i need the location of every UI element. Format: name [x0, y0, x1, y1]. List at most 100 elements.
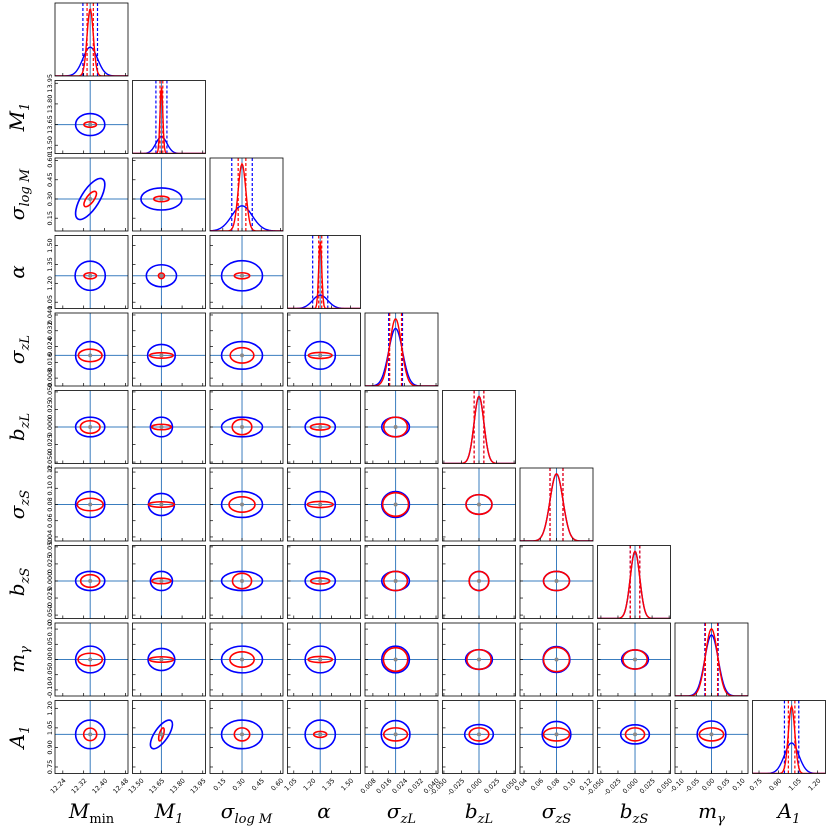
x-tick-label: 0.000: [621, 777, 640, 796]
panel: [520, 700, 593, 774]
axis-label: bzS: [620, 799, 649, 827]
contour: [382, 416, 409, 438]
panel: [520, 468, 593, 541]
histogram: [210, 205, 283, 231]
y-tick-label: 0.025: [46, 555, 54, 574]
y-tick-label: -0.05: [46, 666, 54, 683]
x-tick-label: 0.15: [212, 777, 228, 793]
truth-point: [159, 502, 164, 507]
panel: [287, 545, 361, 619]
panel: [210, 313, 283, 386]
axis-label: bzS: [5, 568, 33, 597]
contour: [309, 577, 331, 585]
panel: [365, 468, 438, 541]
histogram: [210, 162, 283, 231]
contour: [624, 727, 646, 742]
truth-point: [477, 732, 481, 737]
panel: [55, 3, 128, 76]
panel-frame: [132, 545, 206, 619]
contour: [74, 416, 106, 438]
truth-point: [554, 657, 559, 662]
contour: [74, 719, 106, 750]
truth-point: [318, 353, 323, 358]
x-tick-label: 1.20: [807, 777, 823, 793]
axis-label-symbol: σ: [5, 504, 29, 519]
axis-label: A1: [776, 799, 801, 827]
contour: [79, 573, 101, 589]
truth-point: [393, 425, 398, 429]
panel: [132, 468, 206, 541]
panel-frame: [132, 467, 206, 542]
x-tick-label: -0.025: [602, 777, 622, 797]
y-tick-label: 0.050: [46, 383, 54, 402]
contour: [149, 570, 174, 592]
axis-label-subscript: zS: [18, 568, 33, 585]
x-tick-label: 0.05: [716, 777, 732, 793]
panel: [132, 80, 206, 154]
axis-label-subscript: γ: [18, 646, 33, 654]
truth-point: [88, 425, 93, 429]
axis-label: bzL: [465, 799, 493, 827]
panel: [132, 623, 206, 696]
contour: [380, 645, 411, 674]
axis-label: σzS: [542, 799, 572, 827]
contour: [220, 490, 264, 519]
axis-label-symbol: b: [5, 583, 29, 596]
y-tick-label: 0.000: [46, 418, 54, 437]
truth-point: [240, 425, 245, 429]
panel: [210, 700, 283, 774]
axis-label-symbol: σ: [542, 799, 557, 823]
contour: [619, 724, 651, 745]
x-tick-label: 0.00: [700, 777, 716, 793]
histogram: [132, 136, 206, 154]
panel-frame: [132, 700, 206, 774]
x-tick-label: 1.35: [320, 777, 336, 793]
x-tick-label: 0.45: [250, 777, 266, 793]
panel-frame: [209, 235, 284, 309]
truth-point: [88, 502, 93, 507]
panel: [287, 390, 361, 464]
y-tick-label: 0.040: [46, 306, 54, 325]
truth-point: [477, 502, 481, 507]
y-tick-label: 13.80: [46, 95, 54, 114]
y-tick-label: 0.06: [46, 513, 54, 527]
axis-label-symbol: b: [5, 428, 29, 441]
panel: [752, 700, 826, 774]
x-tick-label: 13.95: [189, 777, 208, 796]
y-tick-label: 13.65: [46, 115, 54, 134]
axis-label-subscript: zS: [554, 812, 571, 827]
contour: [150, 423, 173, 431]
y-tick-label: 13.95: [46, 74, 54, 93]
panel: [442, 468, 516, 541]
y-tick-label: 0.050: [46, 538, 54, 557]
axis-label: σzL: [5, 335, 33, 364]
contour: [74, 490, 106, 519]
axis-label-subscript: zL: [400, 812, 416, 827]
panel: [442, 390, 516, 464]
contour: [304, 719, 337, 750]
histogram: [752, 704, 826, 774]
contour: [229, 346, 255, 364]
panel-frame: [209, 157, 284, 232]
axis-label: mγ: [698, 799, 725, 827]
panel-frame: [364, 545, 439, 619]
contour: [74, 260, 107, 292]
contour: [698, 727, 725, 742]
axis-label-symbol: A: [776, 799, 792, 823]
x-tick-label: 0.75: [748, 777, 764, 793]
contour: [83, 190, 98, 208]
y-tick-label: 1.35: [46, 257, 54, 271]
panel-frame: [54, 312, 129, 387]
axis-label: bzL: [5, 413, 33, 441]
y-tick-label: 0.008: [46, 369, 54, 388]
panel: [55, 468, 128, 541]
axis-label: σzL: [387, 799, 416, 827]
panel: [287, 700, 361, 774]
histogram: [55, 8, 128, 76]
contour: [149, 416, 174, 438]
x-tick-label: 12.24: [49, 777, 68, 796]
truth-point: [477, 578, 481, 583]
y-tick-label: -0.10: [46, 682, 54, 699]
axis-label: M1: [5, 103, 33, 133]
truth-point: [477, 657, 481, 662]
